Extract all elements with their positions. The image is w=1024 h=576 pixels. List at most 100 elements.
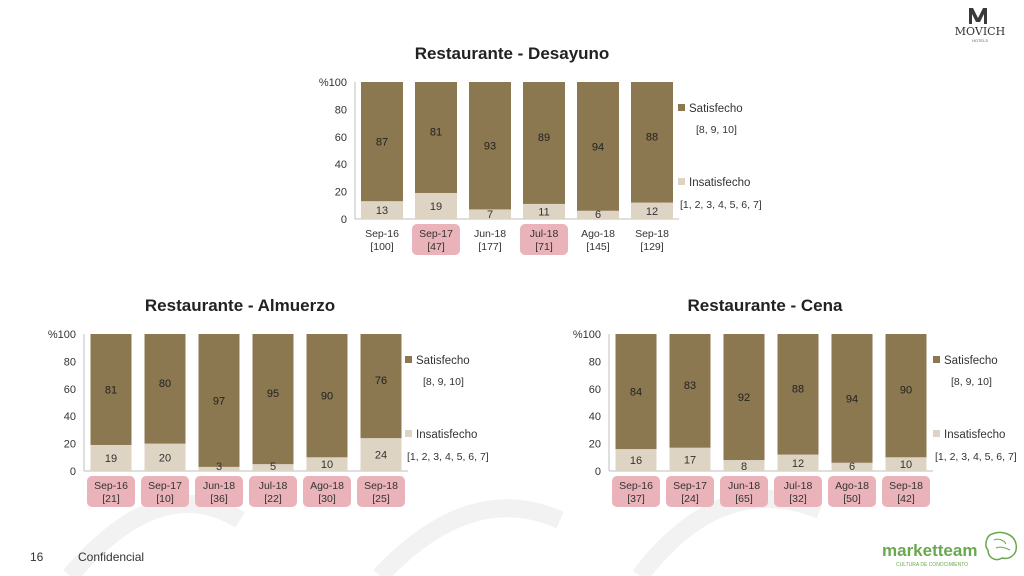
bar-insatisfecho [831,462,873,471]
category-highlight [141,476,189,507]
x-tick-count: [177] [478,241,501,253]
bar-insatisfecho [360,438,402,471]
data-label-insatisfecho: 19 [105,453,117,465]
x-tick-count: [30] [318,493,336,505]
bar-satisfecho [306,334,348,458]
data-label-satisfecho: 94 [592,141,604,153]
bar-insatisfecho [523,203,565,219]
data-label-insatisfecho: 5 [270,461,276,473]
bar-satisfecho [615,334,657,450]
bar-satisfecho [523,82,565,204]
legend-swatch-satisfecho [405,356,412,363]
data-label-satisfecho: 94 [846,393,858,405]
y-tick-label: 60 [64,384,76,396]
y-tick-label: 40 [64,411,76,423]
data-label-insatisfecho: 12 [646,206,658,218]
x-tick-label: Jun-18 [728,480,760,492]
data-label-insatisfecho: 8 [741,461,747,473]
data-label-insatisfecho: 10 [900,459,912,471]
y-tick-label: 80 [335,104,347,116]
bar-satisfecho [361,82,403,202]
y-tick-label: 40 [589,411,601,423]
data-label-insatisfecho: 3 [216,461,222,473]
y-tick-label: 40 [335,159,347,171]
bar-insatisfecho [90,444,132,471]
bar-satisfecho [631,82,673,203]
y-tick-label: 60 [335,132,347,144]
legend-label-insatisfecho: Insatisfecho [689,177,750,189]
data-label-satisfecho: 89 [538,132,550,144]
chart-title-cena: Restaurante - Cena [687,296,843,315]
bar-insatisfecho [252,464,294,471]
bar-insatisfecho [306,457,348,471]
footer-confidential: Confidencial [78,550,145,564]
y-tick-label-top: %100 [48,329,76,341]
legend-range-insatisfecho: [1, 2, 3, 4, 5, 6, 7] [935,451,1017,463]
legend-label-insatisfecho: Insatisfecho [416,429,477,441]
x-tick-count: [37] [627,493,645,505]
x-tick-label: Jul-18 [530,228,559,240]
x-tick-count: [129] [640,241,663,253]
category-highlight [774,476,822,507]
bar-insatisfecho [777,454,819,471]
legend-swatch-insatisfecho [678,178,685,185]
category-highlight [882,476,930,507]
chart-almuerzo: 0 20 40 60 80 %100 19 81 Sep-16[21] 20 80 Sep-17[10… [48,329,489,507]
movich-logo-subtext: HOTELS [972,38,988,43]
data-label-satisfecho: 84 [630,387,642,399]
x-tick-label: Sep-17 [148,480,182,492]
bar-insatisfecho [885,457,927,471]
x-tick-count: [25] [372,493,390,505]
category-highlight [249,476,297,507]
bar-insatisfecho [615,449,657,471]
marketteam-logo-text: marketteam [882,541,977,560]
x-tick-label: Jul-18 [784,480,813,492]
x-tick-count: [24] [681,493,699,505]
chart-desayuno: 0 20 40 60 80 %100 13 87 Sep-16[100] 19 81 Sep-17[4… [319,77,762,255]
y-tick-label: 20 [335,187,347,199]
chart-title-almuerzo: Restaurante - Almuerzo [144,296,336,315]
bar-satisfecho [360,334,402,439]
x-tick-count: [145] [586,241,609,253]
bar-satisfecho [90,334,132,445]
legend-swatch-insatisfecho [405,430,412,437]
data-label-insatisfecho: 13 [376,205,388,217]
data-label-satisfecho: 76 [375,375,387,387]
data-label-satisfecho: 90 [321,391,333,403]
y-tick-label: 80 [589,356,601,368]
x-tick-label: Sep-17 [419,228,453,240]
data-label-satisfecho: 97 [213,395,225,407]
y-tick-label: 0 [70,466,76,478]
legend-label-satisfecho: Satisfecho [689,103,743,115]
bar-insatisfecho [198,466,240,471]
chart-cena: 0 20 40 60 80 %100 16 84 Sep-16[37] 17 83 Sep-17[24… [573,329,1017,507]
y-tick-label-top: %100 [573,329,601,341]
x-tick-label: Ago-18 [835,480,869,492]
bar-insatisfecho [144,443,186,471]
data-label-insatisfecho: 11 [538,206,549,218]
x-tick-count: [32] [789,493,807,505]
data-label-insatisfecho: 19 [430,201,442,213]
bar-satisfecho [669,334,711,448]
category-highlight [612,476,660,507]
x-tick-count: [65] [735,493,753,505]
bar-insatisfecho [577,210,619,219]
data-label-insatisfecho: 10 [321,459,333,471]
data-label-satisfecho: 80 [159,378,171,390]
bar-insatisfecho [631,202,673,219]
bar-satisfecho [885,334,927,458]
data-label-satisfecho: 83 [684,380,696,392]
y-tick-label: 80 [64,356,76,368]
marketteam-logo-subtext: CULTURA DE CONOCIMIENTO [896,562,968,568]
data-label-insatisfecho: 7 [487,209,493,221]
x-tick-count: [21] [102,493,120,505]
y-tick-label: 0 [595,466,601,478]
category-highlight [828,476,876,507]
bar-satisfecho [831,334,873,463]
bar-satisfecho [577,82,619,211]
data-label-insatisfecho: 20 [159,452,171,464]
data-label-satisfecho: 95 [267,388,279,400]
data-label-satisfecho: 92 [738,392,750,404]
data-label-insatisfecho: 6 [849,461,855,473]
